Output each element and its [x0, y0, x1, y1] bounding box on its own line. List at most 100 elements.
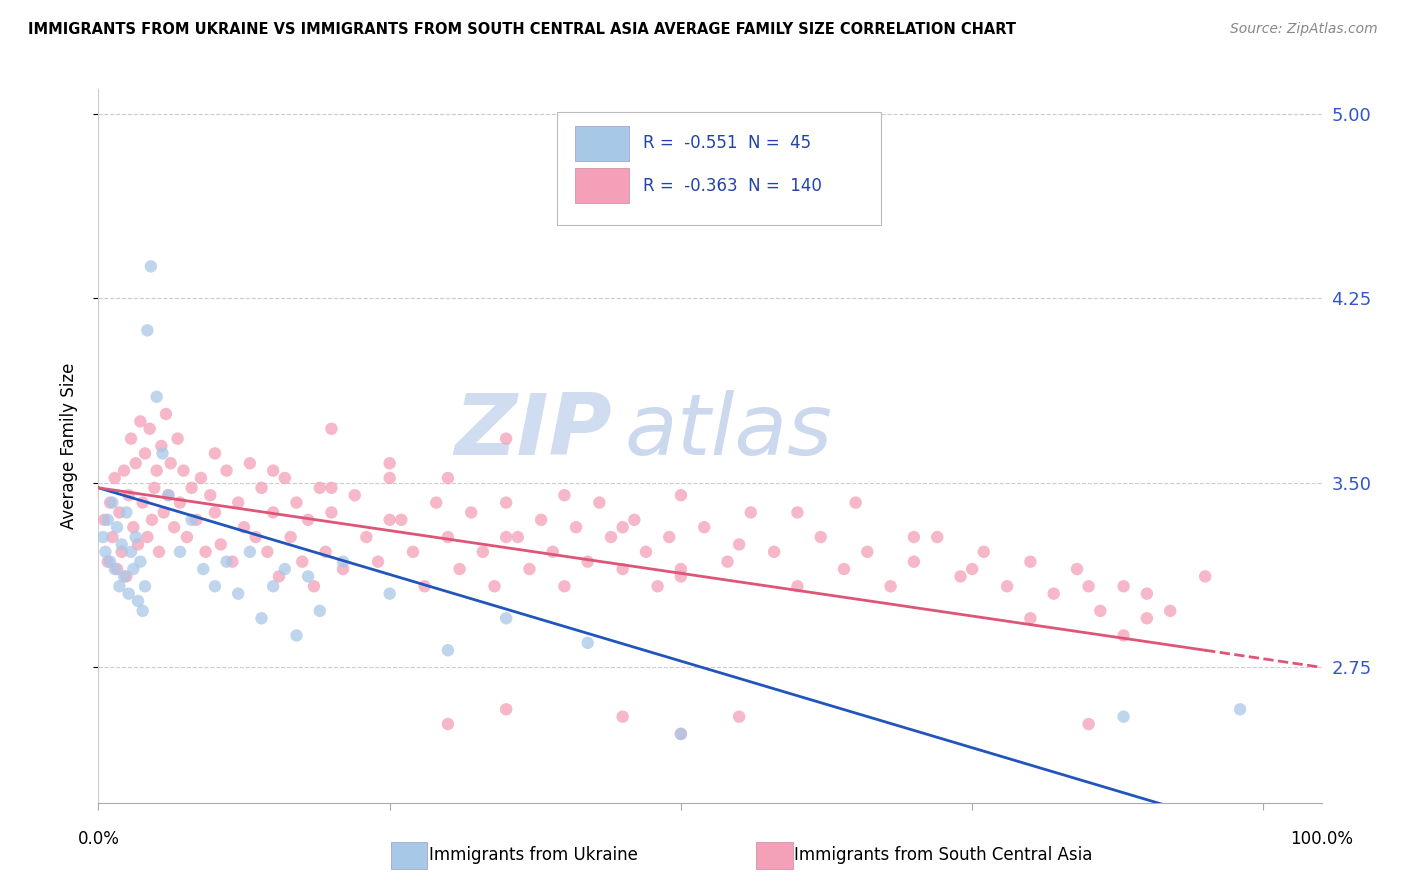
Point — [93, 513, 115, 527]
Point — [378, 456, 401, 470]
Point — [367, 555, 389, 569]
Point — [131, 495, 153, 509]
Point — [378, 471, 401, 485]
Point — [1194, 569, 1216, 583]
Point — [200, 488, 222, 502]
Point — [145, 464, 167, 478]
Point — [321, 481, 343, 495]
Point — [960, 562, 983, 576]
Point — [215, 464, 238, 478]
Point — [389, 513, 412, 527]
Point — [141, 513, 163, 527]
Point — [413, 579, 436, 593]
Point — [471, 545, 494, 559]
Point — [1090, 604, 1112, 618]
Point — [215, 555, 238, 569]
Point — [180, 513, 202, 527]
Point — [437, 530, 460, 544]
Point — [297, 513, 319, 527]
Point — [166, 432, 188, 446]
Point — [612, 562, 634, 576]
Point — [437, 643, 460, 657]
Point — [927, 530, 949, 544]
Point — [1042, 587, 1064, 601]
Point — [565, 520, 588, 534]
Text: 0.0%: 0.0% — [77, 830, 120, 847]
Point — [250, 481, 273, 495]
Point — [111, 545, 134, 559]
Point — [221, 555, 243, 569]
Point — [1136, 611, 1159, 625]
Point — [669, 727, 692, 741]
Point — [112, 569, 135, 583]
Point — [623, 513, 645, 527]
Point — [1019, 555, 1042, 569]
Point — [138, 422, 160, 436]
Point — [108, 505, 131, 519]
Point — [285, 495, 308, 509]
Point — [159, 456, 181, 470]
Point — [233, 520, 256, 534]
Point — [519, 562, 541, 576]
Point — [693, 520, 716, 534]
Point — [98, 495, 121, 509]
Point — [104, 562, 127, 576]
Point — [98, 555, 121, 569]
Point — [280, 530, 302, 544]
Point — [995, 579, 1018, 593]
Point — [1112, 579, 1135, 593]
Point — [1229, 702, 1251, 716]
Point — [297, 569, 319, 583]
Point — [118, 587, 141, 601]
Point — [127, 537, 149, 551]
Point — [1066, 562, 1088, 576]
Point — [108, 579, 131, 593]
Point — [101, 530, 124, 544]
Text: R =  -0.363  N =  140: R = -0.363 N = 140 — [643, 177, 821, 194]
Point — [321, 422, 343, 436]
Point — [150, 439, 173, 453]
Point — [262, 579, 284, 593]
Point — [101, 495, 124, 509]
Point — [588, 495, 610, 509]
Point — [262, 505, 284, 519]
Point — [832, 562, 855, 576]
Point — [786, 505, 808, 519]
Point — [120, 432, 142, 446]
Point — [495, 495, 517, 509]
Point — [1159, 604, 1181, 618]
Point — [226, 587, 249, 601]
Point — [125, 456, 148, 470]
Point — [786, 579, 808, 593]
Point — [127, 594, 149, 608]
Point — [449, 562, 471, 576]
Point — [541, 545, 564, 559]
Point — [728, 709, 751, 723]
Point — [1077, 717, 1099, 731]
Point — [118, 488, 141, 502]
Point — [321, 505, 343, 519]
Point — [669, 488, 692, 502]
Y-axis label: Average Family Size: Average Family Size — [59, 363, 77, 529]
Point — [143, 481, 166, 495]
Point — [239, 545, 262, 559]
Point — [131, 604, 153, 618]
Point — [437, 717, 460, 731]
Point — [495, 530, 517, 544]
Point — [274, 562, 297, 576]
Text: atlas: atlas — [624, 390, 832, 474]
Point — [125, 530, 148, 544]
Point — [506, 530, 529, 544]
Point — [647, 579, 669, 593]
Point — [669, 562, 692, 576]
Point — [425, 495, 447, 509]
Point — [152, 446, 174, 460]
Point — [115, 569, 138, 583]
Point — [204, 505, 226, 519]
Point — [669, 569, 692, 583]
FancyBboxPatch shape — [557, 112, 882, 225]
Point — [740, 505, 762, 519]
Point — [139, 260, 162, 274]
Point — [136, 530, 159, 544]
Point — [658, 530, 681, 544]
